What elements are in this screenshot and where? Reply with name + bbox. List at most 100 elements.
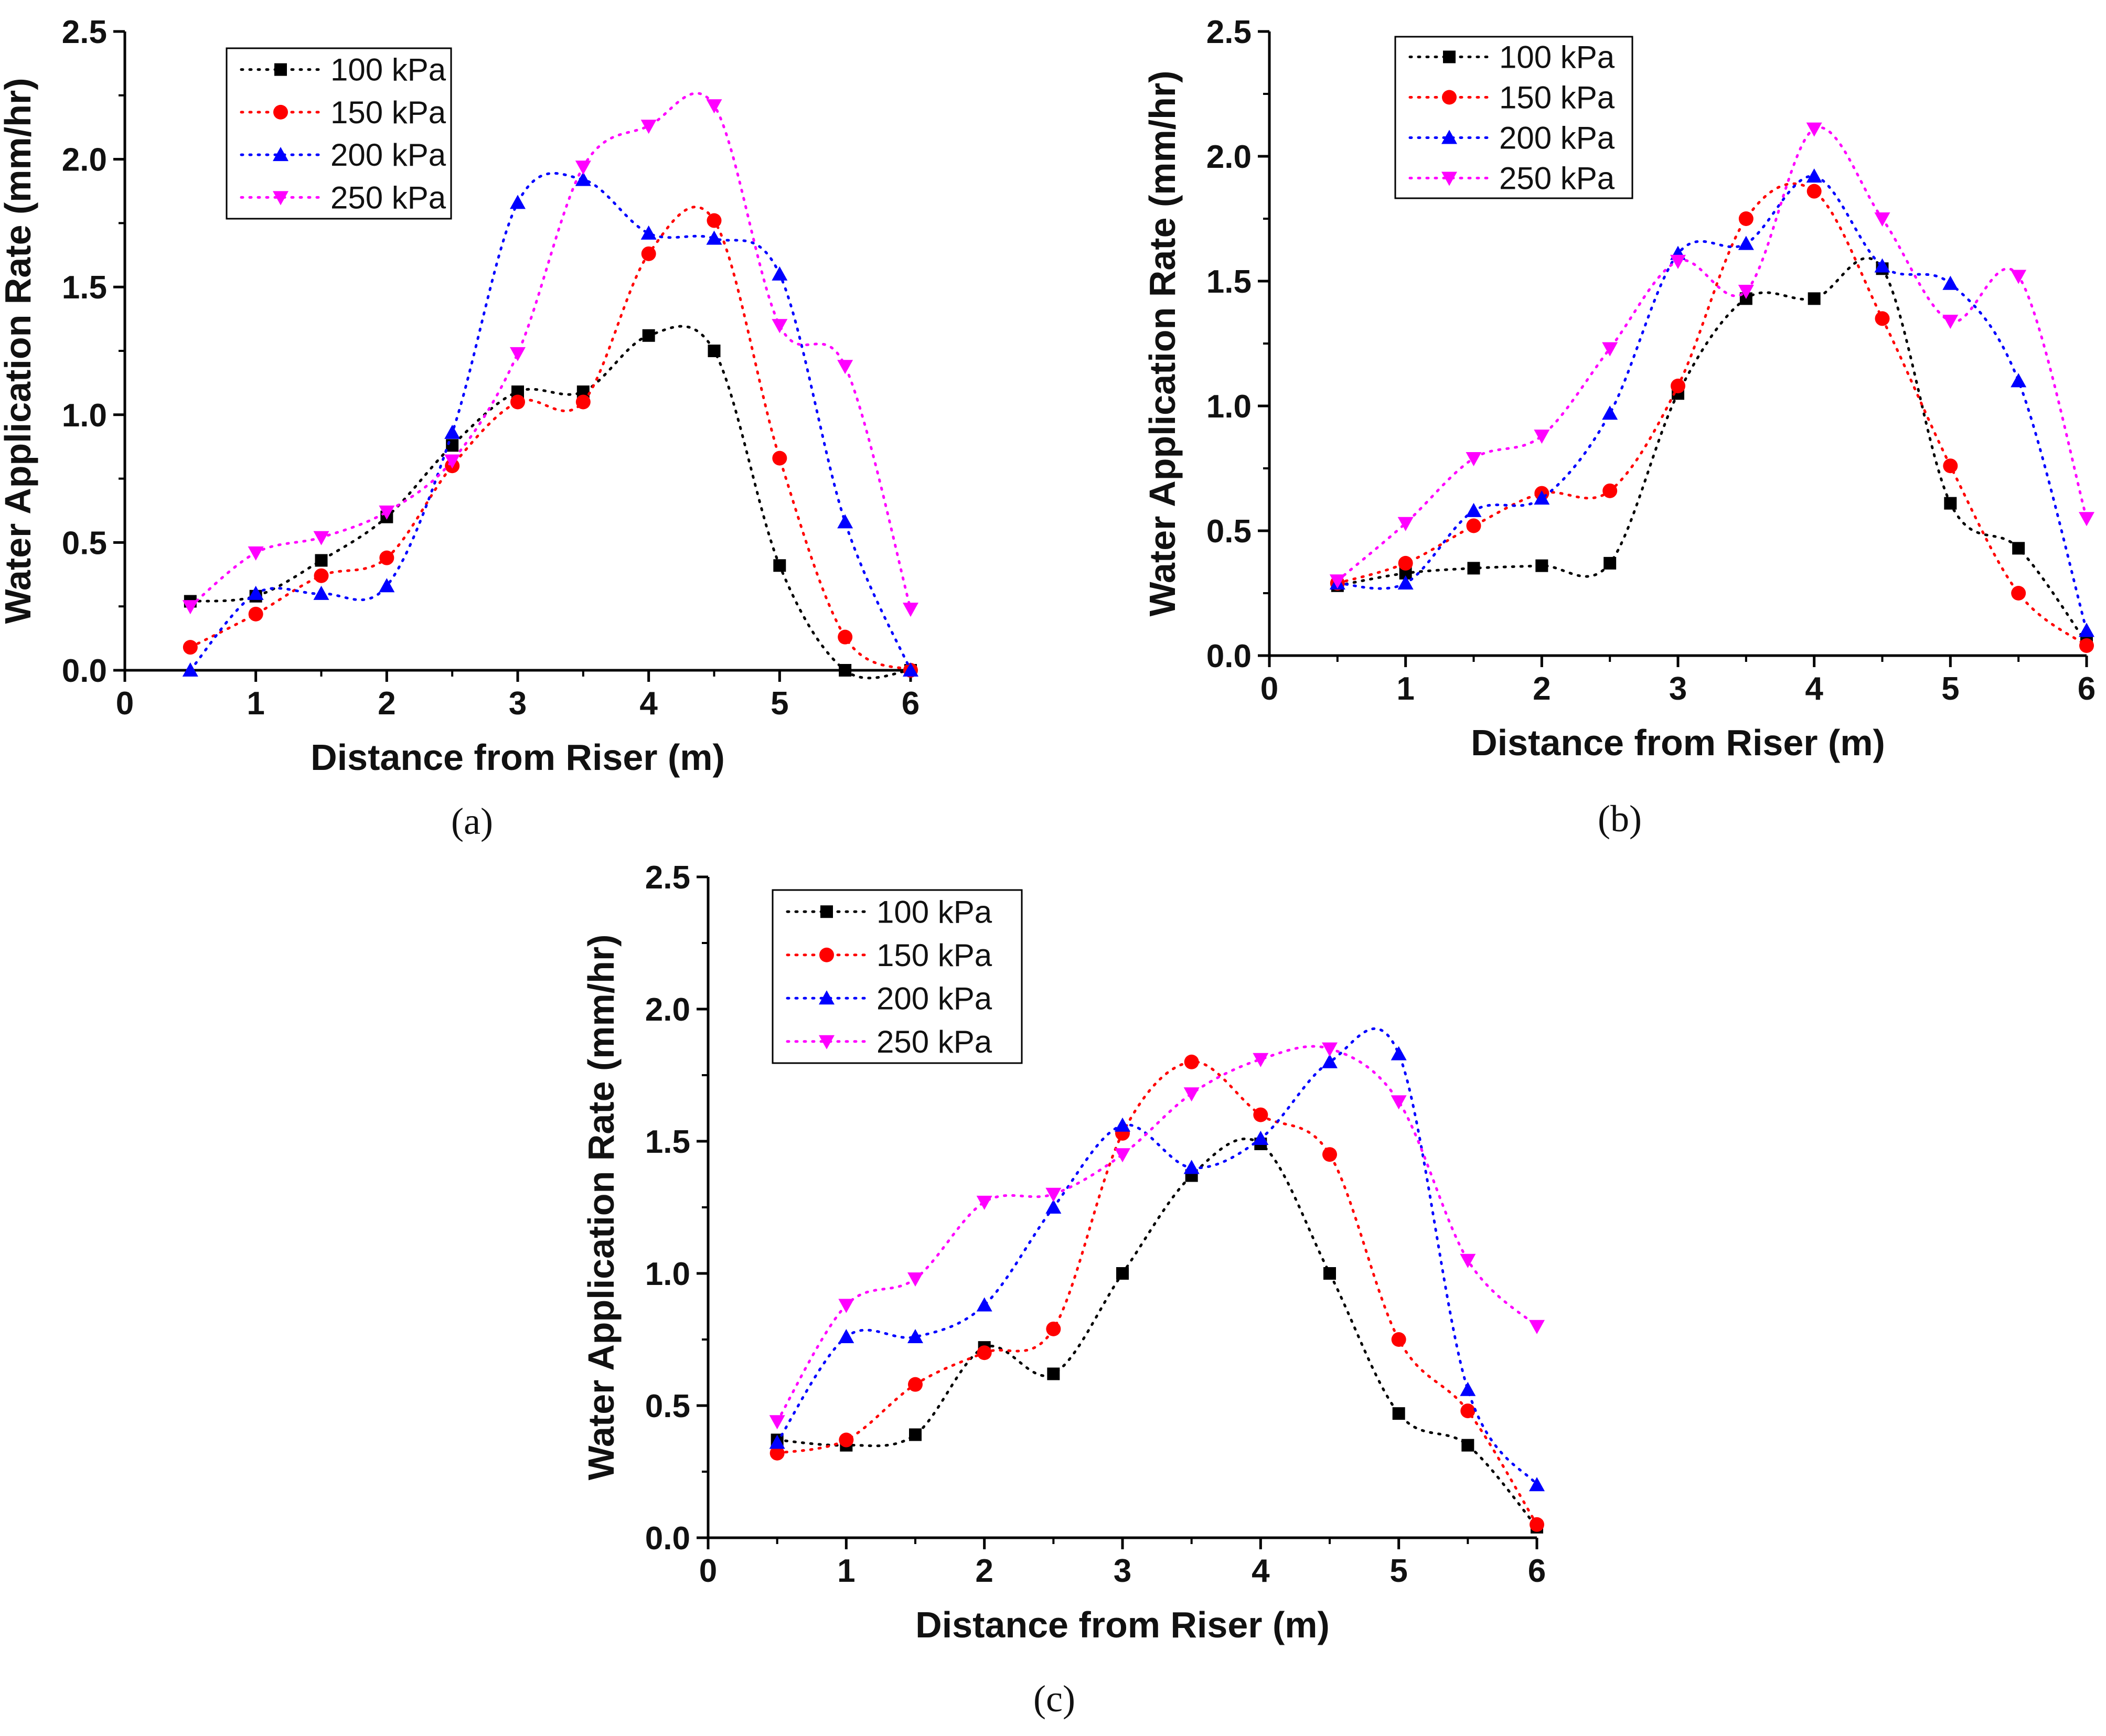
data-point [1535, 559, 1548, 572]
data-point [908, 1377, 923, 1392]
data-point [1253, 1107, 1268, 1122]
data-point [839, 1432, 854, 1448]
series-150-kpa [769, 1054, 1544, 1532]
x-tick-label: 1 [1396, 671, 1414, 707]
data-point [1322, 1042, 1338, 1057]
legend-marker [273, 104, 288, 120]
data-point [642, 329, 655, 342]
data-point [1115, 1117, 1130, 1132]
data-point [1530, 1517, 1544, 1532]
data-point [1397, 517, 1414, 531]
y-tick-label: 1.0 [1206, 389, 1252, 425]
y-tick-label: 2.0 [645, 992, 690, 1028]
data-point [976, 1297, 992, 1312]
panel-caption: (c) [1033, 1678, 1075, 1720]
y-tick-label: 2.5 [62, 14, 107, 50]
y-tick-label: 0.5 [645, 1388, 690, 1424]
legend-label: 250 kPa [330, 180, 446, 215]
data-point [1399, 566, 1412, 580]
data-point [1603, 556, 1617, 570]
y-tick-label: 2.5 [645, 860, 690, 896]
data-point [1322, 1147, 1337, 1162]
legend-marker [819, 947, 834, 962]
data-point [1942, 275, 1959, 290]
data-point [837, 514, 853, 529]
data-point [1738, 285, 1754, 299]
data-point [640, 120, 657, 134]
x-tick-label: 3 [1669, 671, 1687, 707]
legend-label: 100 kPa [1499, 40, 1615, 75]
data-point [706, 230, 722, 245]
data-point [1391, 1095, 1407, 1110]
data-point [641, 246, 656, 261]
data-point [313, 531, 329, 545]
data-point [1944, 497, 1957, 510]
series-line [1336, 175, 2088, 632]
data-point [1115, 1148, 1130, 1163]
series-100-kpa [1331, 256, 2093, 650]
data-point [1529, 1477, 1545, 1492]
data-point [769, 1415, 785, 1430]
x-tick-label: 5 [1389, 1553, 1407, 1589]
y-tick-label: 0.5 [1206, 513, 1252, 550]
data-point [907, 1328, 923, 1343]
data-point [379, 550, 394, 565]
data-point [769, 1445, 785, 1461]
series-line [189, 172, 912, 672]
data-point [575, 394, 591, 410]
data-point [248, 546, 264, 561]
legend-box [772, 889, 1023, 1064]
legend-marker [819, 1035, 835, 1049]
series-line [776, 1045, 1538, 1423]
series-line [189, 92, 912, 610]
data-point [379, 578, 395, 593]
y-axis-label: Water Application Rate (mm/hr) [0, 78, 38, 624]
x-axis-label: Distance from Riser (m) [311, 737, 725, 778]
data-point [379, 505, 395, 520]
series-200-kpa [1329, 168, 2094, 637]
data-point [576, 385, 590, 398]
legend-label: 200 kPa [330, 137, 446, 173]
data-point [1466, 502, 1482, 517]
series-line [776, 1060, 1538, 1526]
data-point [837, 360, 853, 374]
legend-marker [1443, 50, 1456, 63]
data-point [1671, 378, 1685, 393]
data-point [1183, 1087, 1200, 1102]
series-100-kpa [771, 1137, 1543, 1534]
series-150-kpa [1330, 182, 2094, 653]
data-point [839, 664, 852, 677]
legend-marker [273, 191, 288, 206]
series-200-kpa [182, 172, 918, 677]
data-point [1183, 1160, 1200, 1174]
data-point [1392, 1407, 1405, 1420]
legend-box [1394, 36, 1633, 199]
data-point [1398, 555, 1413, 571]
x-tick-label: 3 [1114, 1553, 1131, 1589]
data-point [1670, 254, 1686, 269]
legend-marker [819, 990, 835, 1005]
series-line [189, 325, 912, 680]
y-tick-label: 1.0 [645, 1256, 690, 1292]
data-point [1534, 430, 1550, 444]
x-tick-label: 4 [1805, 671, 1823, 707]
data-point [446, 439, 459, 452]
data-point [1808, 292, 1821, 305]
y-tick-label: 1.5 [1206, 264, 1252, 300]
data-point [708, 345, 721, 357]
data-point [1466, 452, 1482, 466]
x-tick-label: 2 [378, 685, 395, 722]
data-point [1602, 405, 1618, 420]
x-axis-label: Distance from Riser (m) [1471, 722, 1885, 763]
data-point [182, 662, 198, 677]
y-tick-label: 1.5 [62, 270, 107, 306]
chart-panel-b: 0.0 0.5 1.0 1.5 2.0 2.5 0 1 2 3 4 5 6 Distance from R… [1142, 14, 2096, 840]
series-250-kpa [182, 92, 918, 617]
data-point [1942, 315, 1959, 329]
series-150-kpa [183, 206, 918, 678]
data-point [1322, 1054, 1338, 1068]
data-point [838, 629, 853, 645]
x-tick-label: 2 [975, 1553, 993, 1589]
data-point [1467, 562, 1480, 575]
